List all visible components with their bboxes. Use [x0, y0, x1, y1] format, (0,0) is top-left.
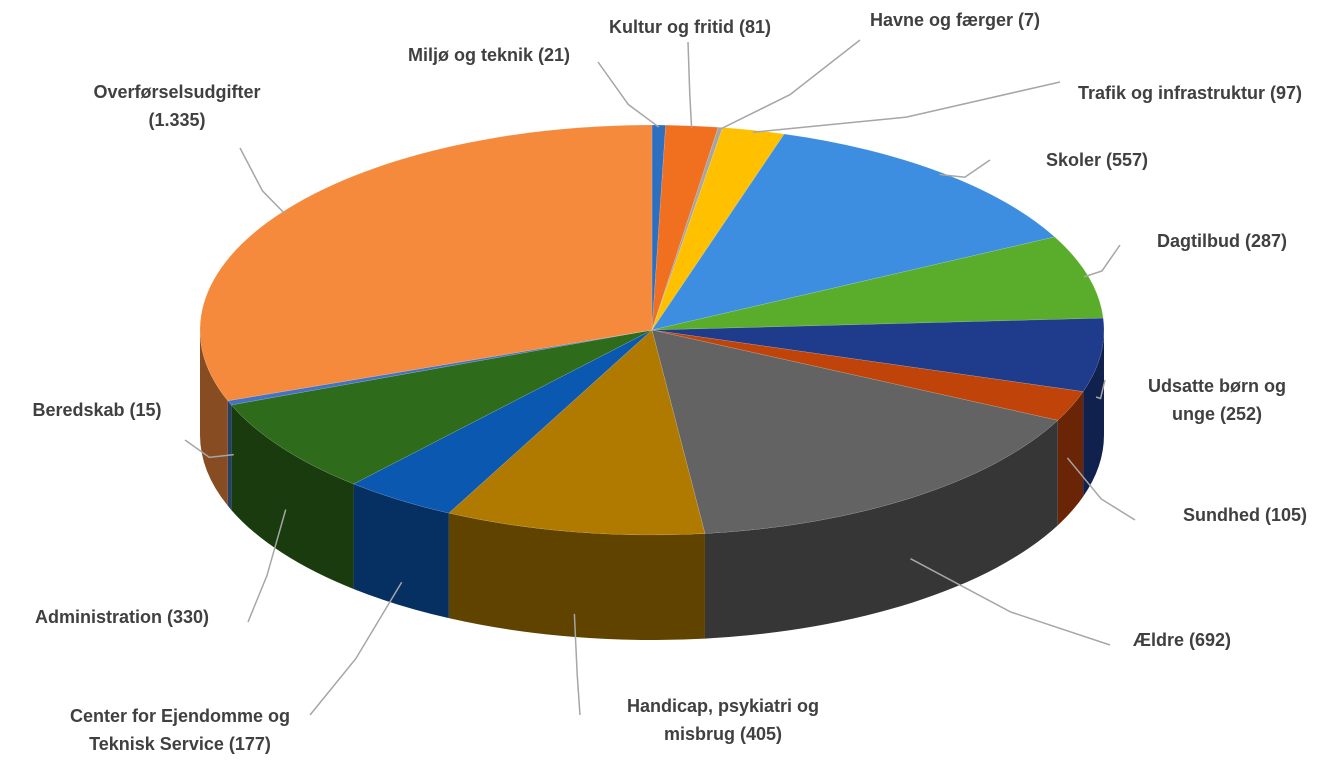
leader-line [597, 61, 660, 128]
slice [651, 329, 1084, 421]
slice [651, 236, 1104, 331]
slice-side [353, 483, 449, 619]
leader-line [309, 581, 403, 716]
label-name: Beredskab [32, 400, 125, 420]
leader-line [573, 613, 581, 716]
label-name: Havne og færger [869, 10, 1014, 30]
label-name: Kultur og fritid [608, 17, 734, 37]
slice [651, 124, 666, 331]
label-name: Dagtilbud [1156, 231, 1240, 251]
slice [230, 329, 653, 485]
data-label: Trafik og infrastruktur (97) [1065, 79, 1315, 107]
leader-line [247, 509, 287, 623]
leader-line [184, 439, 234, 459]
label-value: (692) [1189, 630, 1232, 650]
leader-line [939, 159, 991, 179]
label-name: Skoler [1045, 150, 1101, 170]
slice [199, 124, 653, 402]
leader-line [719, 39, 861, 131]
leader-line [239, 147, 286, 215]
label-value: (81) [738, 17, 771, 37]
slice [227, 329, 653, 406]
data-label: Overførselsudgifter (1.335) [67, 78, 287, 134]
label-value: (177) [228, 734, 271, 754]
label-name: Miljø og teknik [407, 45, 533, 65]
leader-line [1083, 244, 1121, 278]
data-label: Sundhed (105) [1145, 501, 1328, 529]
label-value: (557) [1106, 150, 1149, 170]
data-label: Administration (330) [0, 603, 252, 631]
slice [352, 329, 653, 514]
data-label: Ældre (692) [1082, 626, 1282, 654]
data-label: Skoler (557) [997, 146, 1197, 174]
leader-line [1095, 379, 1106, 400]
label-value: (287) [1244, 231, 1288, 251]
slice [651, 133, 1056, 331]
label-value: (105) [1264, 505, 1308, 525]
label-value: (252) [1219, 404, 1263, 424]
data-label: Havne og færger (7) [825, 6, 1085, 34]
label-name: Trafik og infrastruktur [1077, 83, 1265, 103]
leader-line [1066, 457, 1136, 521]
slice-side [448, 513, 705, 640]
leader-line [687, 41, 693, 128]
label-value: (97) [1270, 83, 1303, 103]
slice [651, 317, 1105, 392]
data-label: Handicap, psykiatri og misbrug (405) [601, 692, 846, 748]
label-name: Sundhed [1182, 505, 1260, 525]
leader-line [752, 81, 1061, 133]
label-value: (330) [167, 607, 210, 627]
label-name: Ældre [1132, 630, 1184, 650]
label-name: Administration [34, 607, 162, 627]
label-value: (15) [129, 400, 162, 420]
slice [448, 329, 706, 536]
data-label: Udsatte børn og unge (252) [1130, 372, 1305, 428]
label-name: Handicap, psykiatri og misbrug [626, 696, 820, 744]
data-label: Center for Ejendomme og Teknisk Service … [61, 702, 299, 758]
label-value: (1.335) [148, 110, 206, 130]
slice-side [1057, 391, 1084, 526]
label-name: Overførselsudgifter [93, 82, 261, 102]
data-label: Kultur og fritid (81) [560, 13, 820, 41]
leader-line [910, 557, 1111, 646]
label-value: (405) [740, 724, 783, 744]
data-label: Miljø og teknik (21) [359, 41, 619, 69]
label-name: Center for Ejendomme og Teknisk Service [69, 706, 291, 754]
slice-side [231, 404, 354, 589]
slice [651, 329, 1059, 534]
label-name: Udsatte børn og unge [1148, 376, 1286, 424]
slice-side [704, 420, 1058, 639]
label-value: (21) [538, 45, 571, 65]
data-label: Dagtilbud (287) [1122, 227, 1322, 255]
data-label: Beredskab (15) [0, 396, 197, 424]
slice-side [200, 330, 228, 506]
label-value: (7) [1018, 10, 1041, 30]
slice-side [1083, 330, 1104, 497]
